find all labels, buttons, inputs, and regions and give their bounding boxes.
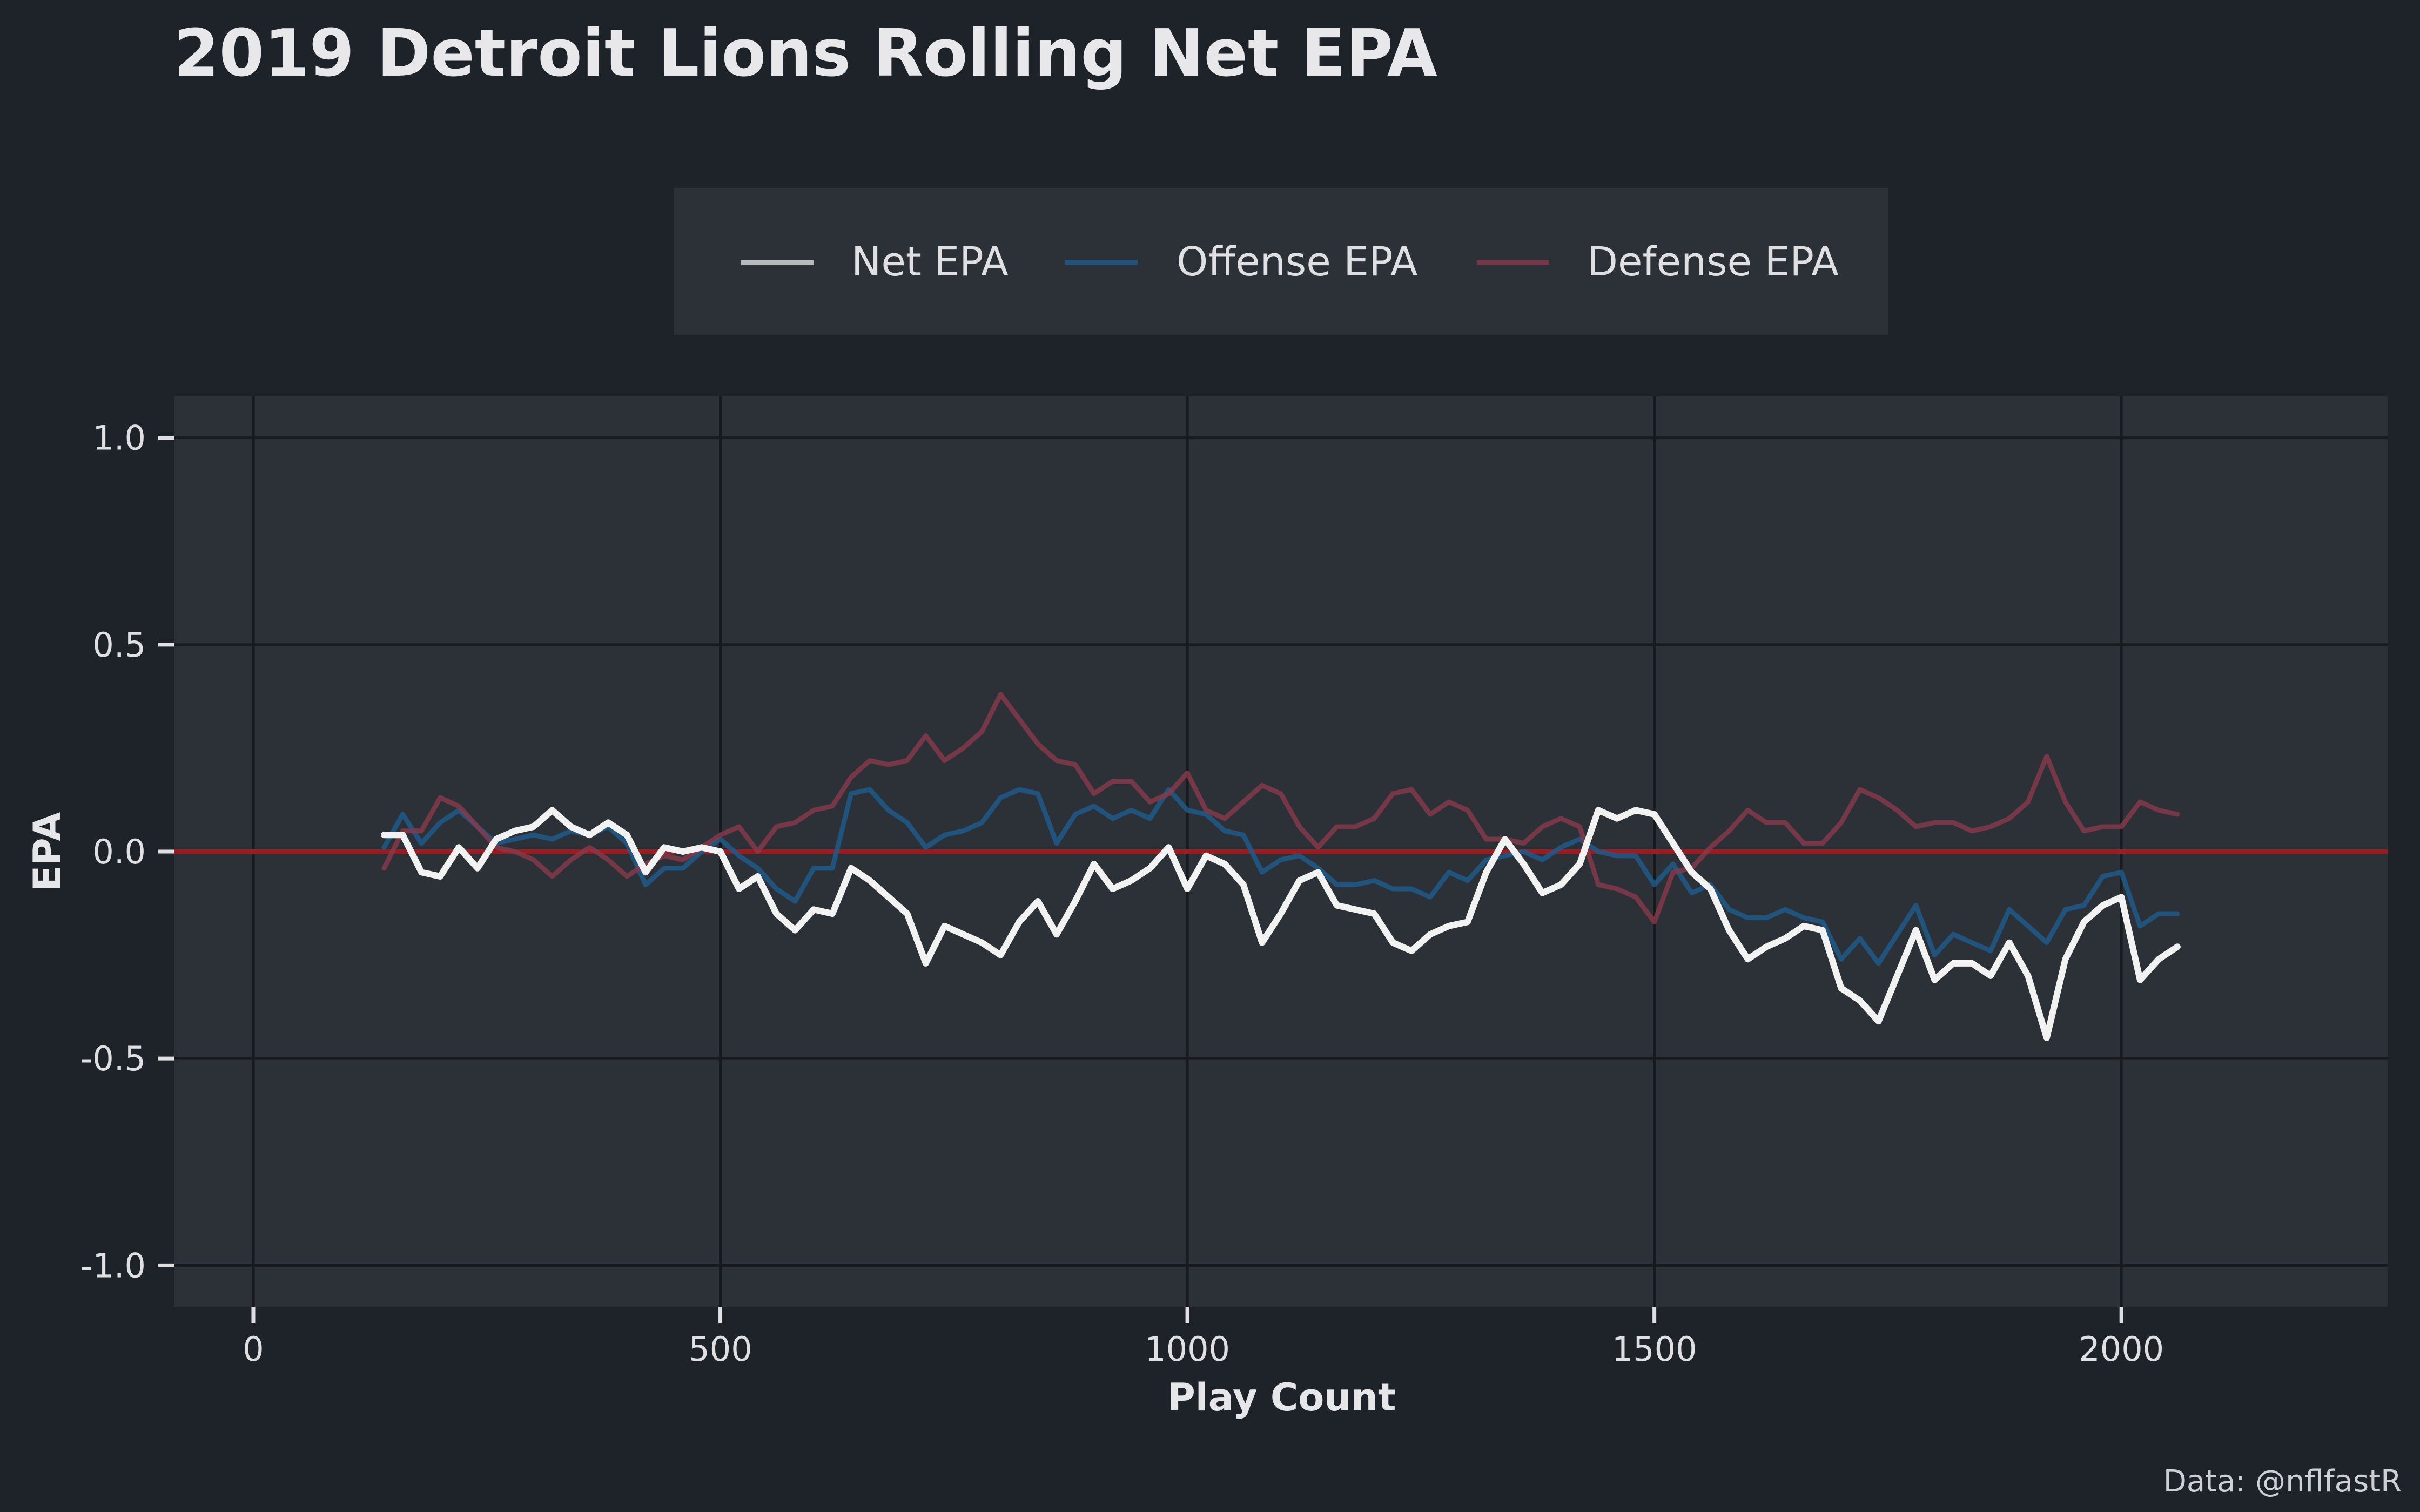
defense-epa-line [381, 692, 2180, 924]
x-tick-label: 1500 [1612, 1329, 1697, 1369]
legend-box [674, 188, 1888, 335]
x-tick-label: 500 [688, 1329, 752, 1369]
legend-label-net-epa: Net EPA [851, 239, 1009, 285]
x-tick-label: 1000 [1145, 1329, 1230, 1369]
offense-epa-line [381, 787, 2180, 966]
y-tick-label: 0.0 [92, 832, 146, 872]
y-tick-label: 1.0 [92, 418, 146, 458]
net-epa-line [381, 807, 2181, 1041]
x-axis: 0 500 1000 1500 2000 [243, 1307, 2164, 1369]
y-tick-label: -0.5 [80, 1039, 146, 1078]
y-axis-title: EPA [25, 812, 70, 892]
legend-label-defense-epa: Defense EPA [1587, 239, 1839, 285]
y-axis: 1.0 0.5 0.0 -0.5 -1.0 [80, 418, 174, 1285]
data-source-caption: Data: @nflfastR [2163, 1464, 2402, 1499]
x-tick-label: 0 [243, 1329, 264, 1369]
y-tick-label: -1.0 [80, 1246, 146, 1285]
legend-label-offense-epa: Offense EPA [1177, 239, 1418, 285]
y-tick-label: 0.5 [92, 625, 146, 665]
legend: Net EPA Offense EPA Defense EPA [674, 188, 1888, 335]
series-lines [381, 692, 2181, 1041]
x-axis-title: Play Count [1168, 1375, 1396, 1420]
x-tick-label: 2000 [2079, 1329, 2164, 1369]
chart-title: 2019 Detroit Lions Rolling Net EPA [174, 16, 1437, 91]
